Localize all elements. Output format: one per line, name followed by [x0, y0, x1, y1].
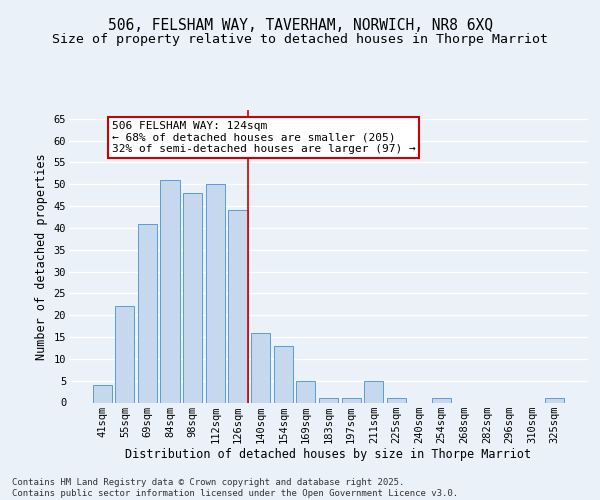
Bar [387, 398, 406, 402]
Bar [364, 380, 383, 402]
Text: 506, FELSHAM WAY, TAVERHAM, NORWICH, NR8 6XQ: 506, FELSHAM WAY, TAVERHAM, NORWICH, NR8… [107, 18, 493, 32]
Text: Contains HM Land Registry data © Crown copyright and database right 2025.
Contai: Contains HM Land Registry data © Crown c… [12, 478, 458, 498]
Bar [206, 184, 225, 402]
Bar [92, 385, 112, 402]
Bar [319, 398, 338, 402]
Bar [341, 398, 361, 402]
X-axis label: Distribution of detached houses by size in Thorpe Marriot: Distribution of detached houses by size … [125, 448, 532, 462]
Bar [229, 210, 248, 402]
Bar [274, 346, 293, 403]
Bar [138, 224, 157, 402]
Text: 506 FELSHAM WAY: 124sqm
← 68% of detached houses are smaller (205)
32% of semi-d: 506 FELSHAM WAY: 124sqm ← 68% of detache… [112, 121, 415, 154]
Bar [545, 398, 565, 402]
Y-axis label: Number of detached properties: Number of detached properties [35, 153, 48, 360]
Bar [115, 306, 134, 402]
Bar [160, 180, 180, 402]
Bar [251, 332, 270, 402]
Bar [183, 193, 202, 402]
Bar [432, 398, 451, 402]
Text: Size of property relative to detached houses in Thorpe Marriot: Size of property relative to detached ho… [52, 32, 548, 46]
Bar [296, 380, 316, 402]
